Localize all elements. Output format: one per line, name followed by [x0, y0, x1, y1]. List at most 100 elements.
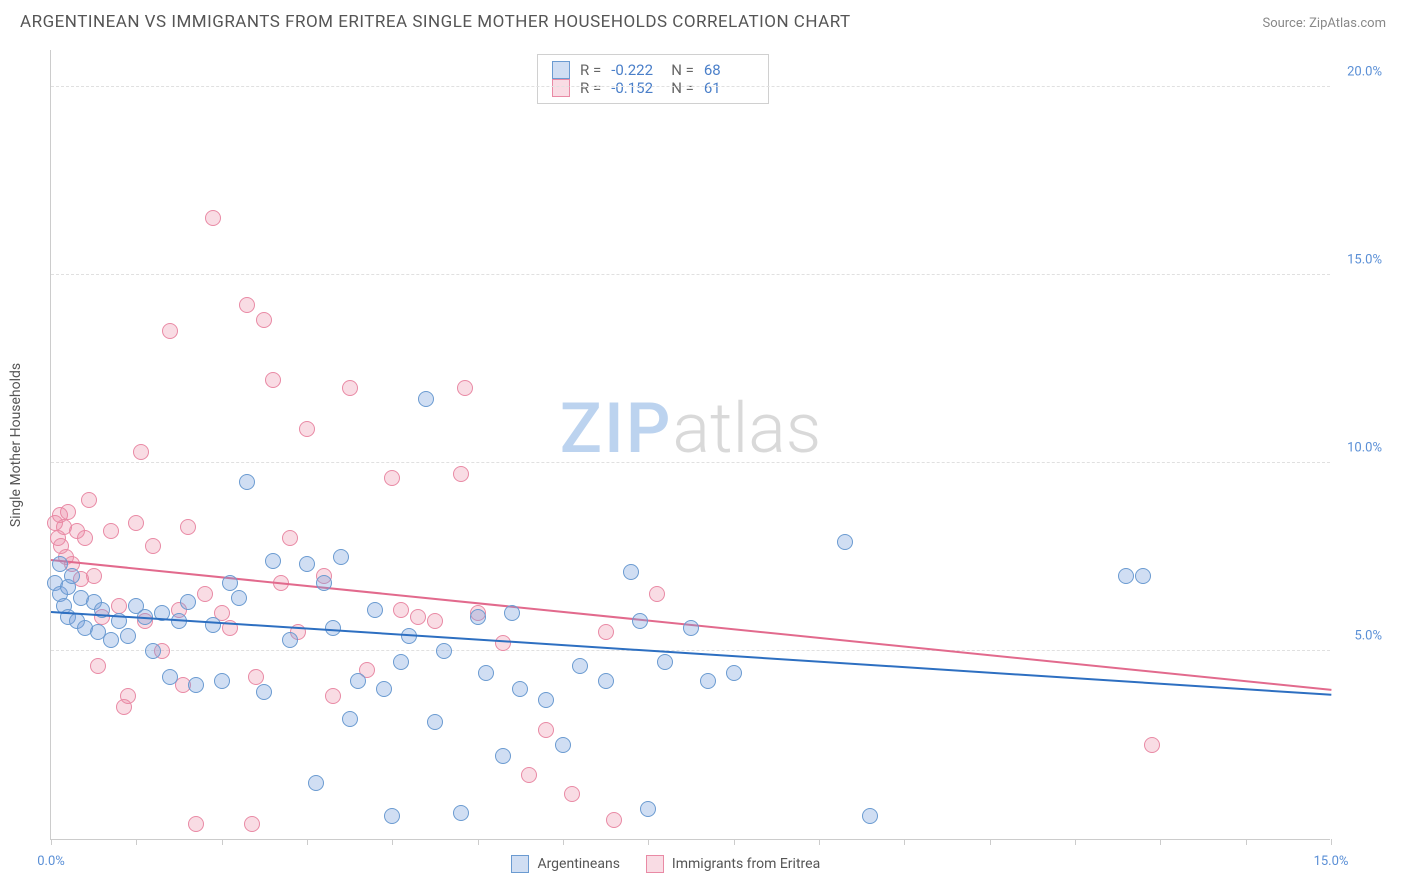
data-point-b — [81, 492, 97, 508]
data-point-b — [606, 812, 622, 828]
chart-title: ARGENTINEAN VS IMMIGRANTS FROM ERITREA S… — [20, 12, 851, 32]
data-point-b — [538, 722, 554, 738]
data-point-b — [120, 688, 136, 704]
data-point-a — [350, 673, 366, 689]
data-point-b — [197, 586, 213, 602]
data-point-a — [623, 564, 639, 580]
x-tick — [51, 839, 52, 845]
data-point-b — [410, 609, 426, 625]
data-point-a — [632, 613, 648, 629]
data-point-a — [393, 654, 409, 670]
watermark-atlas: atlas — [672, 388, 821, 470]
data-point-a — [308, 775, 324, 791]
data-point-a — [495, 748, 511, 764]
data-point-b — [60, 504, 76, 520]
chart-source: Source: ZipAtlas.com — [1262, 16, 1386, 31]
data-point-a — [657, 654, 673, 670]
x-tick — [990, 839, 991, 845]
n-value-a: 68 — [704, 61, 754, 79]
watermark: ZIPatlas — [560, 388, 822, 470]
r-label-a: R = — [580, 61, 601, 79]
data-point-a — [145, 643, 161, 659]
data-point-b — [564, 786, 580, 802]
gridline — [51, 86, 1330, 87]
watermark-zip: ZIP — [560, 388, 673, 470]
r-value-a: -0.222 — [611, 61, 661, 79]
data-point-b — [495, 635, 511, 651]
data-point-b — [111, 598, 127, 614]
x-tick — [1331, 839, 1332, 845]
data-point-a — [282, 632, 298, 648]
stats-legend-box: R = -0.222 N = 68 R = -0.152 N = 61 — [537, 54, 769, 104]
data-point-a — [367, 602, 383, 618]
x-tick — [819, 839, 820, 845]
data-point-a — [239, 474, 255, 490]
data-point-b — [145, 538, 161, 554]
data-point-b — [457, 380, 473, 396]
y-tick-label: 20.0% — [1347, 64, 1382, 79]
data-point-b — [521, 767, 537, 783]
data-point-a — [299, 556, 315, 572]
legend-label-a: Argentineans — [537, 856, 619, 872]
data-point-a — [333, 549, 349, 565]
data-point-a — [384, 808, 400, 824]
chart-header: ARGENTINEAN VS IMMIGRANTS FROM ERITREA S… — [0, 0, 1406, 40]
data-point-a — [162, 669, 178, 685]
data-point-b — [427, 613, 443, 629]
data-point-b — [393, 602, 409, 618]
data-point-b — [256, 312, 272, 328]
data-point-a — [700, 673, 716, 689]
data-point-b — [282, 530, 298, 546]
data-point-b — [342, 380, 358, 396]
data-point-b — [188, 816, 204, 832]
gridline — [51, 650, 1330, 651]
data-point-b — [248, 669, 264, 685]
x-tick — [1075, 839, 1076, 845]
data-point-a — [512, 681, 528, 697]
x-tick — [307, 839, 308, 845]
x-tick — [222, 839, 223, 845]
legend-swatch-b — [646, 855, 664, 873]
x-tick — [136, 839, 137, 845]
data-point-b — [205, 210, 221, 226]
gridline — [51, 274, 1330, 275]
data-point-b — [325, 688, 341, 704]
x-tick — [478, 839, 479, 845]
x-tick — [392, 839, 393, 845]
x-tick — [1246, 839, 1247, 845]
data-point-b — [103, 523, 119, 539]
data-point-b — [77, 530, 93, 546]
data-point-a — [265, 553, 281, 569]
data-point-b — [1144, 737, 1160, 753]
data-point-a — [231, 590, 247, 606]
x-tick — [734, 839, 735, 845]
x-tick — [648, 839, 649, 845]
legend-item-a: Argentineans — [511, 855, 619, 873]
y-axis-label: Single Mother Households — [8, 363, 24, 527]
data-point-a — [64, 568, 80, 584]
r-value-b: -0.152 — [611, 79, 661, 97]
gridline — [51, 462, 1330, 463]
legend-swatch-a — [511, 855, 529, 873]
data-point-b — [598, 624, 614, 640]
data-point-a — [640, 801, 656, 817]
legend-item-b: Immigrants from Eritrea — [646, 855, 820, 873]
data-point-a — [837, 534, 853, 550]
data-point-b — [90, 658, 106, 674]
data-point-a — [180, 594, 196, 610]
data-point-a — [862, 808, 878, 824]
data-point-a — [103, 632, 119, 648]
data-point-a — [188, 677, 204, 693]
stats-row-a: R = -0.222 N = 68 — [552, 61, 754, 79]
data-point-a — [120, 628, 136, 644]
data-point-a — [726, 665, 742, 681]
data-point-a — [222, 575, 238, 591]
bottom-legend: Argentineans Immigrants from Eritrea — [511, 855, 820, 873]
x-tick — [563, 839, 564, 845]
chart-area: Single Mother Households ZIPatlas R = -0… — [50, 50, 1380, 840]
data-point-b — [133, 444, 149, 460]
r-label-b: R = — [580, 79, 601, 97]
data-point-a — [256, 684, 272, 700]
data-point-b — [162, 323, 178, 339]
data-point-a — [598, 673, 614, 689]
